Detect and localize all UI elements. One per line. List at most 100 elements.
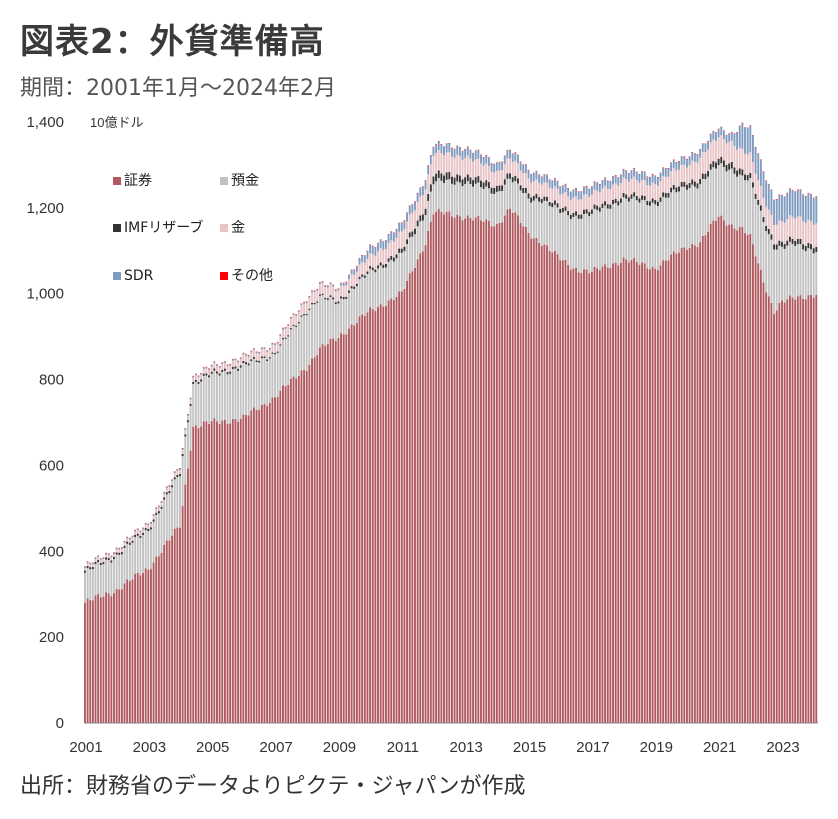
bar-segment-sdr (205, 367, 208, 369)
bar-segment-gold (598, 192, 601, 208)
bar-segment-imf (403, 246, 406, 252)
bar-segment-imf (511, 177, 514, 183)
bar-segment-gold (200, 374, 203, 380)
bar-segment-deposits (414, 234, 416, 268)
bar-segment-deposits (234, 368, 237, 420)
bar-segment-gold (538, 182, 541, 198)
bar-segment-deposits (416, 226, 419, 260)
bar-segment-sdr (788, 188, 791, 215)
bar-segment-securities (609, 268, 612, 723)
bar-segment-imf (715, 162, 717, 169)
bar-segment-imf (469, 177, 472, 185)
bar-segment-securities (765, 292, 768, 723)
bar-segment-sdr (609, 181, 612, 190)
bar-segment-imf (630, 194, 633, 199)
bar-segment-deposits (778, 245, 781, 304)
bar-segment-securities (720, 215, 723, 724)
bar-segment-securities (651, 266, 654, 723)
bar-segment-gold (369, 253, 372, 267)
bar-segment-gold (421, 195, 424, 215)
bar-segment-gold (110, 557, 113, 561)
bar-segment-sdr (334, 289, 337, 292)
bar-segment-securities (456, 214, 459, 723)
bar-segment-deposits (419, 221, 422, 254)
bar-segment-securities (120, 589, 123, 723)
bar-segment-sdr (155, 507, 158, 510)
bar-segment-gold (791, 216, 794, 239)
bar-segment-gold (348, 279, 350, 291)
bar-segment-deposits (804, 251, 807, 300)
bar-segment-imf (363, 275, 366, 278)
bar-segment-sdr (250, 351, 253, 353)
bar-segment-sdr (197, 375, 200, 378)
bar-segment-securities (171, 535, 174, 723)
bar-segment-imf (514, 175, 517, 181)
bar-segment-sdr (406, 213, 409, 222)
bar-segment-securities (157, 556, 160, 723)
bar-segment-imf (366, 271, 369, 274)
bar-segment-sdr (208, 368, 210, 371)
bar-segment-deposits (91, 569, 94, 601)
bar-segment-deposits (781, 246, 783, 301)
bar-segment-imf (353, 286, 356, 289)
bar-segment-securities (630, 259, 633, 723)
bar-segment-imf (709, 163, 712, 170)
bar-segment-securities (606, 267, 609, 723)
bar-segment-sdr (231, 359, 234, 361)
bar-segment-gold (638, 182, 641, 199)
bar-segment-imf (662, 192, 665, 197)
bar-segment-sdr (707, 141, 710, 150)
bar-segment-deposits (707, 176, 710, 232)
bar-segment-securities (363, 315, 366, 723)
bar-segment-sdr (744, 127, 746, 154)
bar-segment-deposits (94, 564, 97, 596)
bar-segment-gold (453, 157, 456, 178)
bar-segment-sdr (194, 374, 197, 376)
bar-segment-securities (593, 266, 596, 723)
bar-segment-securities (337, 337, 340, 723)
bar-segment-gold (559, 194, 562, 209)
bar-segment-deposits (126, 543, 129, 580)
bar-segment-gold (202, 368, 205, 374)
bar-segment-sdr (596, 182, 599, 191)
bar-segment-sdr (688, 156, 691, 165)
bar-segment-securities (115, 588, 118, 723)
bar-segment-gold (482, 165, 485, 183)
bar-segment-gold (171, 481, 174, 486)
bar-segment-sdr (89, 563, 92, 565)
bar-segment-deposits (810, 249, 812, 295)
bar-segment-gold (192, 377, 195, 382)
bar-segment-securities (580, 273, 583, 723)
bar-segment-sdr (102, 557, 105, 560)
bar-segment-securities (551, 252, 554, 724)
bar-segment-sdr (561, 185, 564, 194)
bar-segment-sdr (783, 196, 786, 223)
bar-segment-sdr (759, 160, 762, 186)
bar-segment-gold (165, 488, 168, 493)
bar-segment-deposits (501, 190, 504, 223)
bar-segment-imf (147, 528, 150, 532)
bar-segment-gold (517, 163, 519, 179)
bar-segment-deposits (709, 169, 712, 224)
bar-segment-sdr (184, 428, 187, 431)
bar-segment-securities (480, 220, 482, 723)
bar-segment-imf (411, 231, 414, 237)
bar-segment-securities (89, 600, 92, 723)
bar-segment-imf (268, 357, 271, 359)
bar-segment-sdr (770, 190, 773, 216)
bar-segment-imf (717, 158, 720, 166)
bar-segment-imf (443, 175, 445, 183)
bar-segment-sdr (342, 283, 345, 286)
bar-segment-sdr (363, 255, 366, 263)
bar-segment-imf (126, 541, 129, 544)
bar-segment-sdr (527, 170, 530, 179)
bar-segment-deposits (670, 192, 673, 255)
bar-segment-securities (200, 426, 203, 723)
bar-segment-deposits (794, 245, 797, 300)
bar-segment-securities (239, 418, 242, 723)
bar-segment-deposits (548, 206, 551, 251)
bar-segment-securities (501, 222, 504, 723)
bar-segment-deposits (200, 381, 203, 427)
bar-segment-imf (601, 203, 604, 208)
bar-segment-sdr (247, 355, 250, 357)
